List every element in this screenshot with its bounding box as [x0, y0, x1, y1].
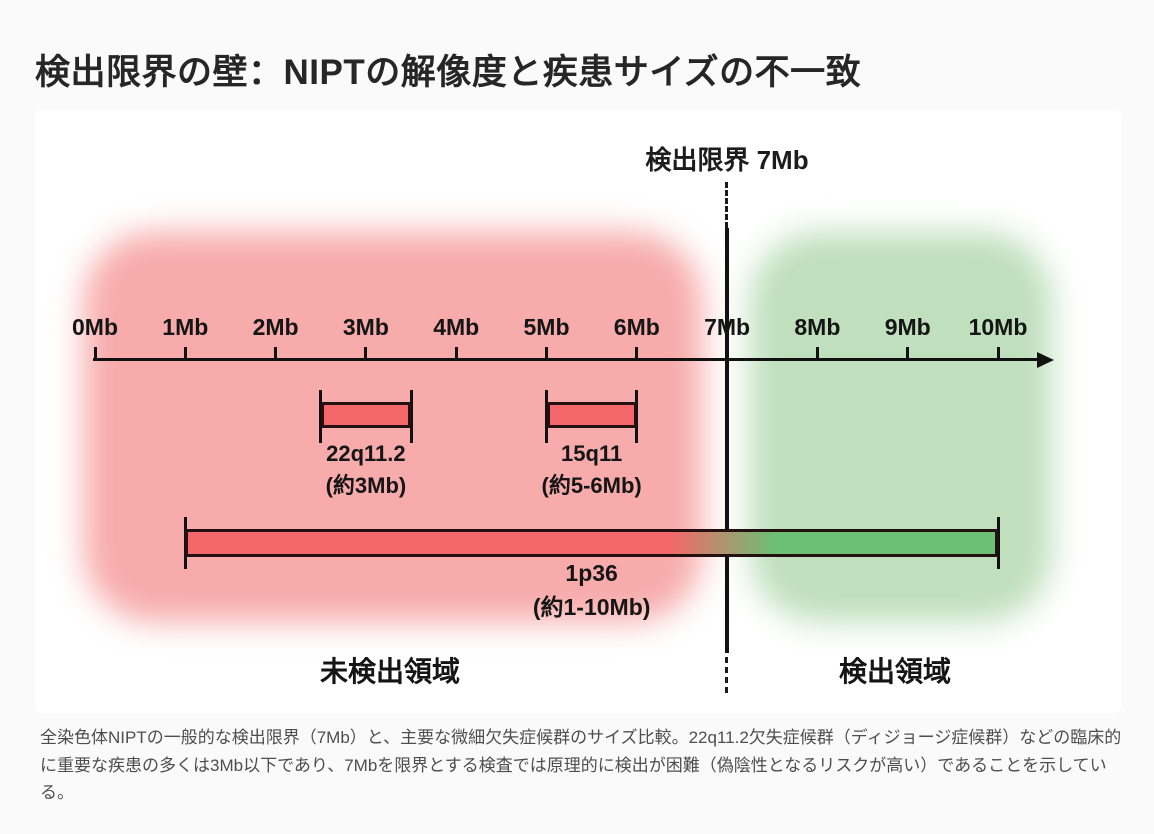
axis-tick — [996, 347, 1000, 360]
bar-size-label: (約5-6Mb) — [541, 473, 642, 498]
axis-tick — [725, 347, 729, 360]
axis-tick-label: 7Mb — [704, 314, 751, 340]
axis-tick-label: 8Mb — [794, 314, 841, 340]
detected-region-background — [750, 232, 1052, 622]
bar-name-label: 22q11.2 — [326, 441, 406, 466]
axis-tick — [815, 347, 819, 360]
figure-caption: 全染色体NIPTの一般的な検出限界（7Mb）と、主要な微細欠失症候群のサイズ比較… — [40, 728, 1122, 803]
detection-limit-dashed-line-bottom — [725, 657, 728, 693]
axis-tick — [364, 347, 368, 360]
axis-tick — [635, 347, 639, 360]
syndrome-bar — [185, 529, 998, 557]
bar-size-label: (約3Mb) — [325, 473, 407, 498]
bar-cap-right — [996, 517, 1000, 569]
axis-tick-label: 0Mb — [72, 314, 118, 340]
axis-tick-label: 1Mb — [162, 314, 209, 340]
bar-size-label: (約1-10Mb) — [532, 594, 651, 620]
detection-limit-dashed-line-top — [725, 182, 728, 228]
axis-tick-label: 3Mb — [342, 314, 389, 340]
axis-tick-label: 9Mb — [884, 314, 931, 340]
undetected-region-label: 未検出領域 — [319, 656, 460, 687]
axis-tick-label: 5Mb — [523, 314, 570, 340]
axis-tick — [183, 347, 187, 360]
detected-region-label: 検出領域 — [838, 656, 951, 687]
page-title: 検出限界の壁：NIPTの解像度と疾患サイズの不一致 — [35, 53, 862, 92]
bar-cap-right — [635, 390, 639, 443]
detection-limit-line — [725, 228, 729, 653]
axis-arrowhead-icon — [1037, 352, 1054, 368]
bar-cap-right — [409, 390, 413, 443]
axis-tick — [906, 347, 910, 360]
detection-limit-label: 検出限界 7Mb — [645, 145, 809, 175]
axis-tick — [274, 347, 278, 360]
syndrome-bar — [320, 402, 412, 428]
axis-tick — [93, 347, 97, 360]
axis-line — [93, 358, 1039, 361]
axis-tick-label: 2Mb — [252, 314, 299, 340]
axis-tick-label: 4Mb — [433, 314, 480, 340]
bar-name-label: 1p36 — [565, 560, 618, 586]
bar-name-label: 15q11 — [561, 441, 623, 466]
syndrome-bar — [546, 402, 637, 428]
axis-tick — [545, 347, 548, 360]
axis-tick-label: 10Mb — [968, 314, 1028, 340]
axis-tick — [454, 347, 458, 360]
axis-tick-label: 6Mb — [613, 314, 660, 340]
